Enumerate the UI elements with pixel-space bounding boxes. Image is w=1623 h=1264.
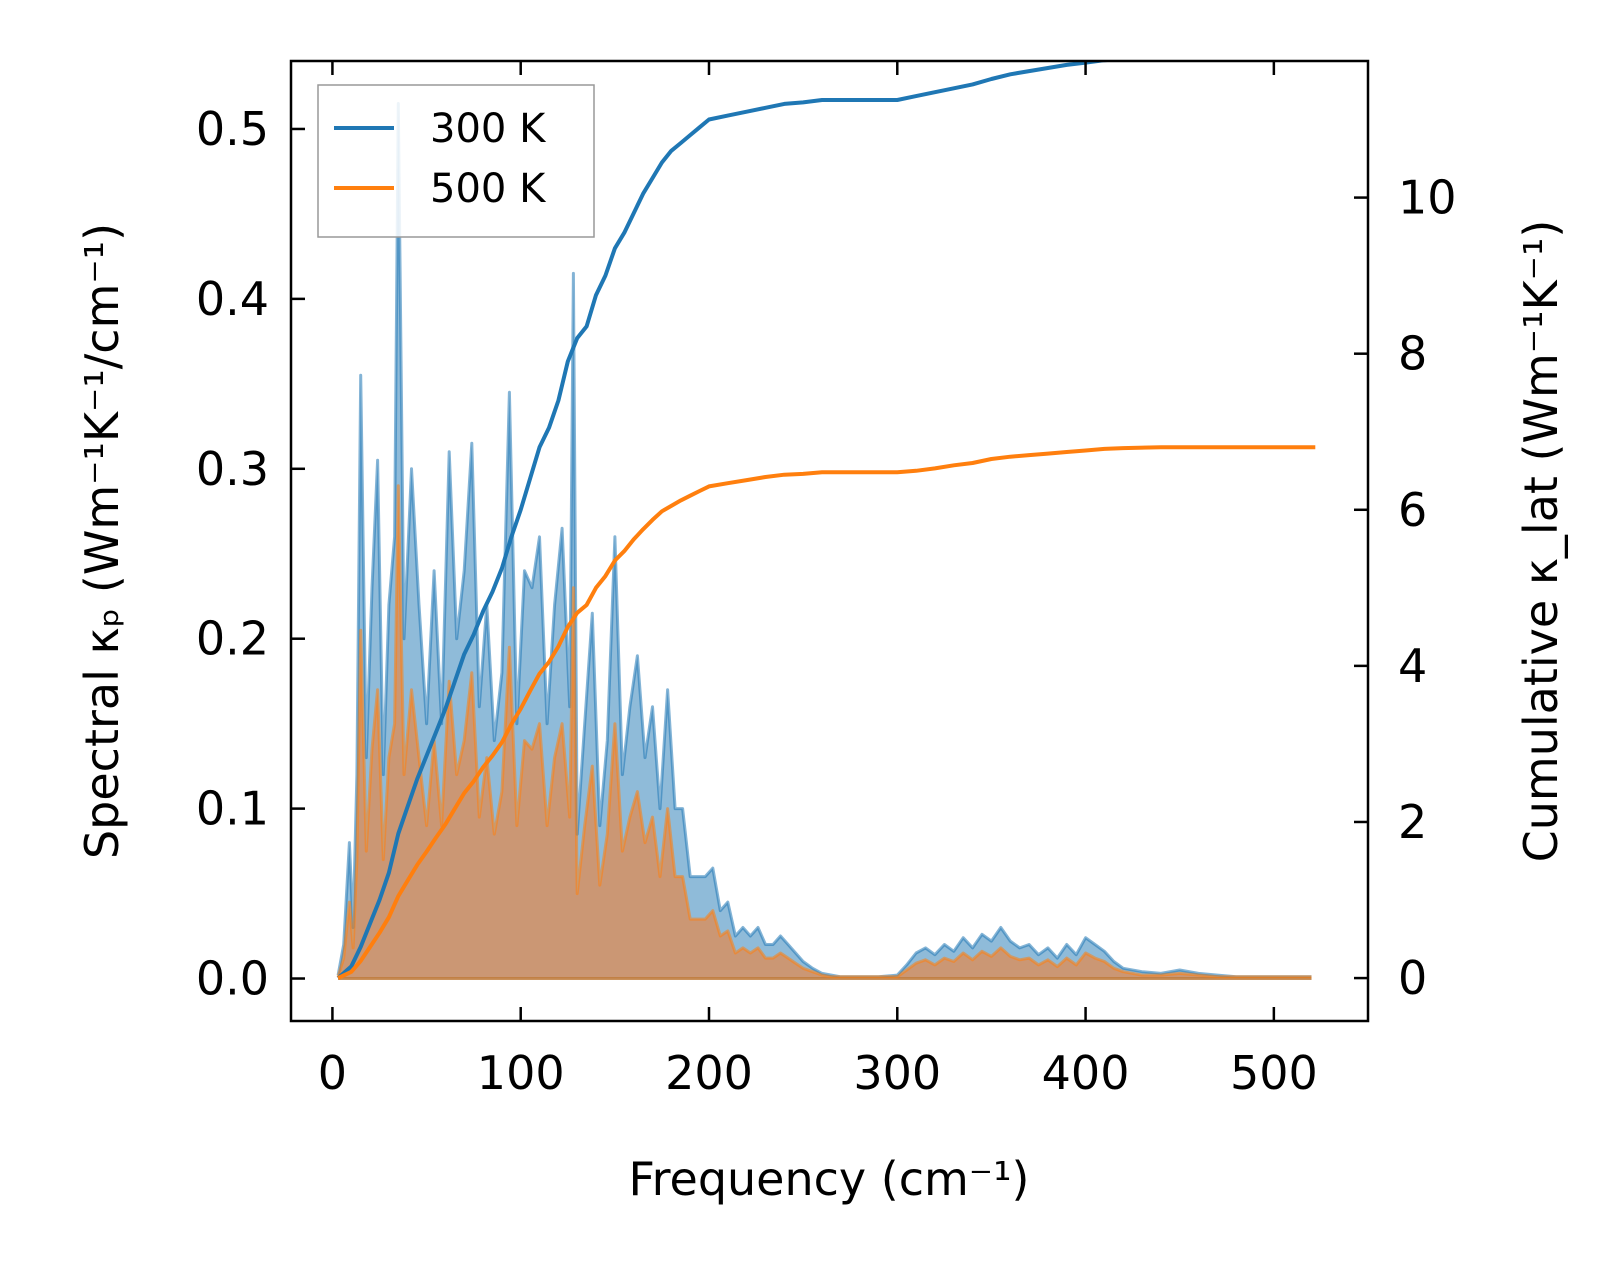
x-tick-label: 300 [853, 1046, 941, 1100]
y-axis-label-left: Spectral κₚ (Wm⁻¹K⁻¹/cm⁻¹) [75, 223, 129, 859]
plot-frame [289, 59, 1370, 1023]
y-tick-label-left: 0.0 [196, 952, 269, 1006]
y-tick-label-left: 0.4 [196, 272, 269, 326]
x-tick-label: 200 [665, 1046, 753, 1100]
spectral-line-300k [336, 102, 1312, 979]
y-tick-label-left: 0.2 [196, 612, 269, 666]
x-tick-label: 0 [318, 1046, 347, 1100]
x-tick-label: 500 [1230, 1046, 1318, 1100]
tick-labels: 0 100 200 300 400 500 0.0 0.1 0.2 0.3 0.4 0.5 0 2 4 6 8 1… [196, 102, 1457, 1100]
y-tick-label-left: 0.5 [196, 102, 269, 156]
y-tick-label-right: 2 [1398, 795, 1427, 849]
y-tick-label-right: 8 [1398, 327, 1427, 381]
x-axis-label: Frequency (cm⁻¹) [629, 1152, 1030, 1206]
legend: 300 K 500 K [317, 84, 595, 238]
cumulative-line-300k [336, 61, 1120, 980]
legend-label-500k: 500 K [430, 166, 547, 212]
y-tick-label-right: 0 [1398, 951, 1427, 1005]
axis-ticks [291, 61, 1368, 1021]
legend-box [317, 84, 595, 238]
spectral-line-500k [336, 484, 1312, 979]
y-tick-label-right: 4 [1398, 639, 1427, 693]
y-tick-label-right: 6 [1398, 483, 1427, 537]
x-tick-label: 100 [477, 1046, 565, 1100]
series-lines [336, 61, 1316, 980]
x-tick-label: 400 [1042, 1046, 1130, 1100]
legend-label-300k: 300 K [430, 106, 547, 152]
y-tick-label-left: 0.3 [196, 442, 269, 496]
y-tick-label-left: 0.1 [196, 782, 269, 836]
y-axis-label-right: Cumulative κ_lat (Wm⁻¹K⁻¹) [1514, 220, 1568, 863]
y-tick-label-right: 10 [1398, 171, 1457, 225]
cumulative-line-500k [337, 445, 1316, 980]
